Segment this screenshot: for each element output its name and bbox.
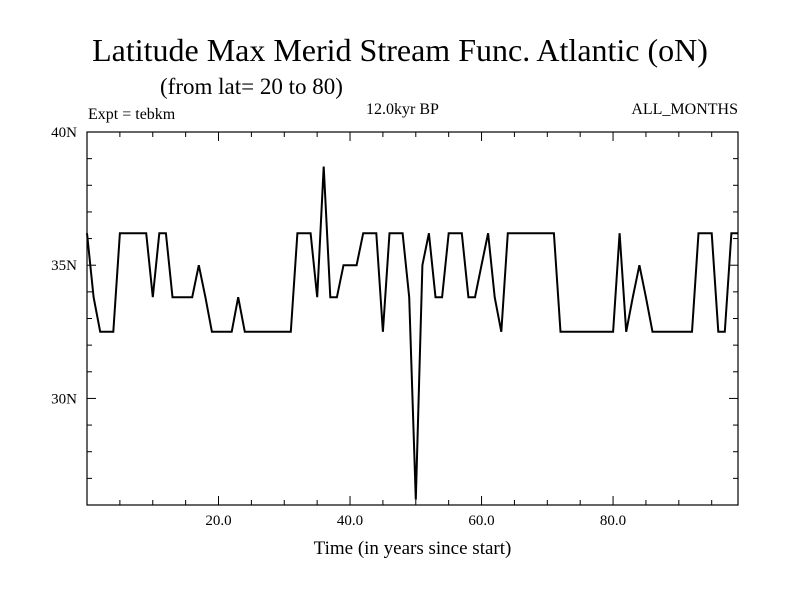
x-tick-label: 60.0 (468, 513, 494, 529)
plot-frame (86, 131, 739, 506)
series-line (86, 166, 738, 500)
months-label: ALL_MONTHS (631, 101, 738, 118)
x-axis-title: Time (in years since start) (314, 538, 512, 559)
y-tick-label: 35N (51, 258, 77, 274)
experiment-label: Expt = tebkm (88, 106, 176, 123)
y-tick-label: 40N (51, 125, 77, 141)
period-label: 12.0kyr BP (366, 101, 439, 118)
y-tick-label: 30N (51, 391, 77, 407)
chart-title: Latitude Max Merid Stream Func. Atlantic… (92, 32, 708, 68)
x-tick-label: 80.0 (600, 513, 626, 529)
chart-subtitle: (from lat= 20 to 80) (160, 74, 343, 99)
x-tick-label: 40.0 (337, 513, 363, 529)
x-tick-label: 20.0 (205, 513, 231, 529)
